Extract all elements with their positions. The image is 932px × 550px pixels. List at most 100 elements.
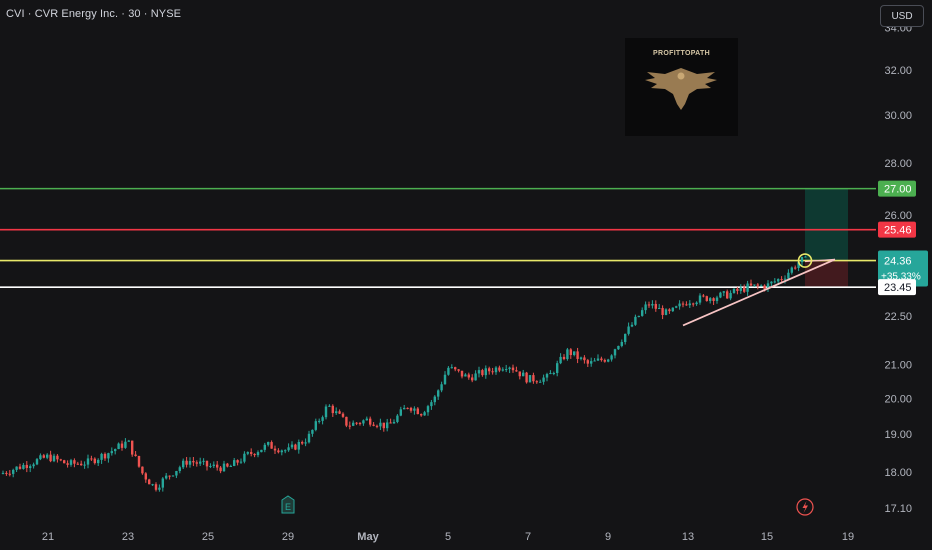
- candle-body: [736, 288, 739, 291]
- x-tick-label: 21: [42, 531, 54, 543]
- candle-body: [76, 463, 79, 465]
- candle-body: [39, 455, 42, 460]
- candle-body: [729, 292, 732, 299]
- candle-body: [505, 369, 508, 371]
- candle-body: [641, 310, 644, 316]
- symbol-title[interactable]: CVI · CVR Energy Inc. · 30 · NYSE: [6, 8, 182, 20]
- last-price-value: 24.36: [884, 256, 912, 268]
- candle-body: [202, 460, 205, 462]
- candle-body: [222, 463, 226, 472]
- candle-body: [66, 463, 69, 465]
- candle-body: [556, 363, 559, 373]
- candle-body: [301, 442, 304, 444]
- candle-body: [443, 374, 447, 385]
- candle-body: [494, 367, 498, 373]
- candle-body: [389, 422, 392, 424]
- candle-body: [80, 463, 83, 466]
- candle-body: [188, 461, 192, 465]
- candle-body: [607, 359, 610, 362]
- candle-body: [603, 360, 606, 362]
- candle-body: [239, 461, 243, 463]
- candle-body: [97, 459, 100, 464]
- candle-body: [467, 374, 470, 378]
- candle-body: [552, 372, 555, 374]
- candles: [1, 255, 807, 492]
- horizontal-lines: [0, 187, 876, 288]
- candle-body: [430, 402, 433, 407]
- candle-body: [522, 372, 525, 377]
- candle-body: [52, 455, 56, 462]
- candle-body: [127, 440, 130, 442]
- candle-body: [719, 292, 722, 298]
- candle-body: [90, 458, 93, 460]
- candle-body: [685, 304, 688, 306]
- candle-body: [236, 460, 239, 463]
- y-tick-label: 18.00: [884, 467, 912, 479]
- candle-body: [199, 461, 202, 464]
- earnings-label: E: [285, 502, 291, 512]
- stop-price-value: 25.46: [884, 225, 912, 237]
- candle-body: [335, 411, 338, 414]
- candle-body: [484, 368, 487, 376]
- candle-body: [83, 464, 86, 466]
- candle-body: [766, 283, 770, 289]
- logo-watermark: PROFITTOPATH: [625, 38, 738, 136]
- candle-body: [362, 420, 365, 424]
- candle-body: [321, 417, 324, 421]
- candle-body: [409, 407, 413, 411]
- candle-body: [212, 464, 215, 466]
- y-tick-label: 26.00: [884, 210, 912, 222]
- candle-body: [93, 458, 96, 464]
- y-tick-label: 22.50: [884, 311, 912, 323]
- candle-body: [590, 361, 593, 364]
- y-tick-label: 32.00: [884, 65, 912, 77]
- candle-body: [651, 303, 654, 306]
- time-axis[interactable]: 21 23 25 29 May 5 7 9 13 15 19: [42, 531, 854, 543]
- y-tick-label: 28.00: [884, 158, 912, 170]
- candle-body: [647, 304, 651, 306]
- candle-body: [454, 367, 457, 370]
- candle-body: [134, 454, 137, 457]
- earnings-icon: [281, 495, 295, 514]
- candle-body: [583, 357, 586, 361]
- candle-body: [426, 406, 430, 413]
- eagle-emblem-icon: [645, 68, 717, 110]
- candle-body: [270, 442, 273, 449]
- candle-body: [501, 369, 504, 371]
- candle-body: [627, 326, 630, 334]
- candle-body: [743, 287, 746, 292]
- candle-body: [59, 459, 62, 461]
- candle-body: [661, 308, 664, 315]
- candle-body: [209, 465, 212, 467]
- candle-body: [416, 408, 419, 415]
- candle-body: [287, 447, 290, 451]
- support-price-value: 23.45: [884, 282, 912, 294]
- candle-body: [318, 420, 321, 422]
- price-axis[interactable]: 17.10 18.00 19.00 20.00 21.00 22.50 26.00 28.00…: [884, 23, 912, 515]
- candle-body: [324, 406, 328, 418]
- candle-body: [229, 466, 232, 468]
- last-price-change: +35.33%: [881, 272, 921, 283]
- candle-body: [573, 351, 576, 356]
- candle-body: [107, 453, 110, 459]
- candle-body: [175, 471, 178, 476]
- candle-body: [722, 291, 725, 293]
- candle-body: [124, 441, 127, 448]
- x-tick-label: 9: [605, 531, 611, 543]
- candle-body: [658, 308, 661, 310]
- candle-body: [32, 464, 35, 467]
- candle-body: [372, 424, 375, 426]
- candle-body: [726, 291, 729, 299]
- x-tick-label: 15: [761, 531, 773, 543]
- candle-body: [253, 453, 256, 456]
- candle-body: [437, 390, 440, 397]
- candle-body: [569, 349, 572, 356]
- y-tick-label: 34.00: [884, 23, 912, 35]
- candle-body: [746, 283, 749, 292]
- stop-price-tag: [878, 221, 916, 238]
- candle-body: [284, 450, 287, 452]
- currency-button[interactable]: USD: [880, 5, 924, 27]
- candle-body: [365, 418, 368, 421]
